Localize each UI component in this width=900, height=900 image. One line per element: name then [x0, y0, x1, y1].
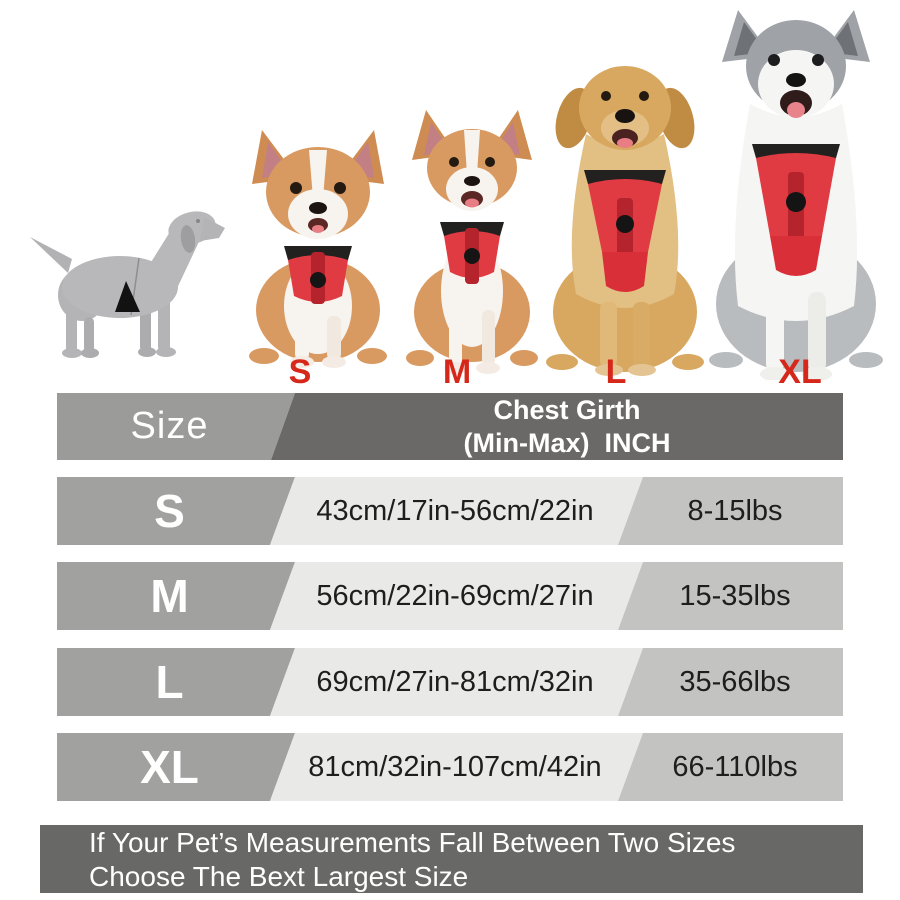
row-xl-weight: 66-110lbs: [672, 750, 798, 783]
size-table: Size Chest Girth (Min-Max) INCH S 43cm/1…: [57, 393, 843, 801]
row-l-size: L: [155, 656, 184, 708]
header-size-cell: [57, 393, 295, 460]
corgi-puppy-size-s-illustration: [234, 120, 402, 370]
row-s-size: S: [154, 485, 185, 537]
size-marker-s: S: [288, 353, 312, 391]
row-s-weight-cell: [618, 477, 843, 545]
row-m-weight-cell: [618, 562, 843, 630]
row-m-girth: 56cm/22in-69cm/27in: [316, 579, 594, 612]
row-xl-girth-cell: [270, 733, 643, 801]
sizing-advice-line2: Choose The Bext Largest Size: [89, 860, 469, 892]
size-table-header: Size Chest Girth (Min-Max) INCH: [57, 393, 843, 460]
table-row-s: S 43cm/17in-56cm/22in 8-15lbs: [57, 477, 843, 545]
size-marker-m: M: [442, 353, 472, 391]
header-girth-line2: (Min-Max) INCH: [463, 427, 671, 458]
size-marker-l: L: [605, 353, 627, 391]
row-xl-label-cell: [57, 733, 295, 801]
table-row-m: M 56cm/22in-69cm/27in 15-35lbs: [57, 562, 843, 630]
row-m-weight: 15-35lbs: [679, 579, 791, 612]
golden-retriever-size-l-illustration: [536, 52, 714, 376]
row-xl-size: XL: [140, 741, 199, 793]
row-l-weight-cell: [618, 648, 843, 716]
row-m-size: M: [150, 570, 189, 622]
row-s-girth-cell: [270, 477, 643, 545]
row-xl-girth: 81cm/32in-107cm/42in: [308, 750, 602, 783]
row-xl-weight-cell: [618, 733, 843, 801]
row-l-girth: 69cm/27in-81cm/32in: [316, 665, 594, 698]
row-m-girth-cell: [270, 562, 643, 630]
header-size-label: Size: [130, 405, 209, 447]
row-l-weight: 35-66lbs: [679, 665, 791, 698]
sizing-advice-note: If Your Pet’s Measurements Fall Between …: [40, 825, 863, 893]
header-girth-label: Chest Girth (Min-Max) INCH: [297, 393, 837, 460]
husky-size-xl-illustration: [698, 4, 894, 381]
row-l-girth-cell: [270, 648, 643, 716]
header-girth-line1: Chest Girth: [493, 394, 641, 425]
measuring-dog-silhouette-icon: [20, 185, 225, 365]
table-row-l: L 69cm/27in-81cm/32in 35-66lbs: [57, 648, 843, 716]
row-m-label-cell: [57, 562, 295, 630]
table-row-xl: XL 81cm/32in-107cm/42in 66-110lbs: [57, 733, 843, 801]
corgi-size-m-illustration: [398, 106, 546, 374]
size-marker-xl: XL: [778, 353, 822, 391]
row-s-girth: 43cm/17in-56cm/22in: [316, 494, 594, 527]
row-s-weight: 8-15lbs: [687, 494, 783, 527]
row-l-label-cell: [57, 648, 295, 716]
header-girth-cell: [271, 393, 843, 460]
sizing-advice-line1: If Your Pet’s Measurements Fall Between …: [89, 826, 736, 858]
row-s-label-cell: [57, 477, 295, 545]
